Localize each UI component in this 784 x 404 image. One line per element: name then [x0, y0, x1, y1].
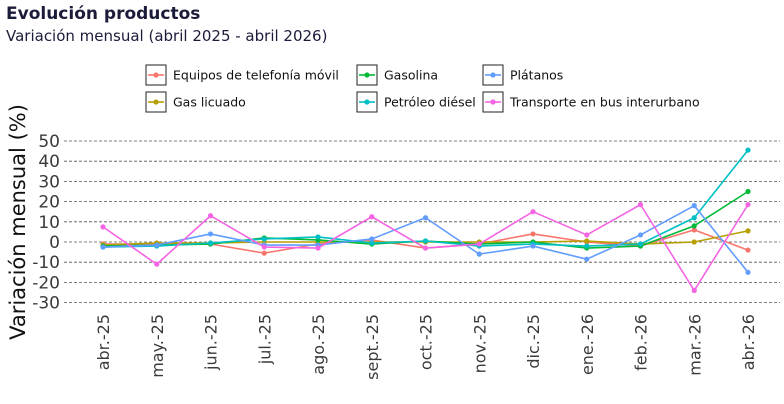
data-point: [154, 242, 160, 248]
data-point: [476, 241, 482, 247]
data-point: [584, 243, 590, 249]
x-tick-label: dic.-25: [524, 314, 543, 369]
legend-label: Transporte en bus interurbano: [509, 95, 700, 110]
x-tick-label: ene.-26: [578, 314, 597, 375]
series-group: [100, 203, 751, 275]
data-point: [207, 231, 214, 237]
legend-item: Plátanos: [482, 64, 563, 86]
data-point: [422, 238, 429, 244]
legend-item: Equipos de telefonía móvil: [145, 64, 339, 86]
data-point: [422, 245, 429, 251]
data-point: [745, 147, 751, 153]
y-tick-label: 0: [49, 233, 60, 253]
grid-lines: [64, 140, 780, 304]
series-lines: [100, 147, 751, 294]
data-point: [422, 215, 429, 221]
x-tick-label: oct.-25: [417, 314, 436, 370]
y-axis-label: Variación mensual (%): [6, 104, 30, 340]
data-point: [100, 244, 106, 250]
data-point: [637, 202, 644, 208]
y-tick-label: 40: [38, 152, 60, 172]
data-point: [207, 213, 214, 219]
data-point: [691, 227, 697, 233]
chart-title: Evolución productos: [6, 4, 200, 24]
data-point: [745, 269, 751, 275]
data-point: [369, 236, 375, 242]
chart-subtitle: Variación mensual (abril 2025 - abril 20…: [6, 27, 327, 45]
x-tick-label: abr.-26: [739, 314, 758, 370]
legend-marker: [364, 99, 370, 105]
legend-marker: [153, 72, 159, 78]
legend-item: Gasolina: [356, 64, 438, 86]
x-tick-label: jul.-25: [255, 314, 274, 365]
y-tick-label: 10: [38, 213, 60, 233]
x-tick-label: feb.-26: [632, 314, 651, 371]
data-point: [691, 239, 697, 245]
x-tick-label: may.-25: [148, 314, 167, 378]
data-point: [745, 202, 751, 208]
legend-marker: [490, 99, 496, 105]
legend-marker: [490, 72, 496, 78]
data-point: [154, 261, 160, 267]
data-point: [530, 231, 536, 237]
legend-label: Equipos de telefonía móvil: [173, 68, 339, 83]
legend-item: Transporte en bus interurbano: [482, 91, 700, 113]
x-axis-ticks: abr.-25 may.-25 jun.-25 jul.-25 ago.-25 sept.…: [94, 314, 758, 380]
data-point: [745, 188, 751, 195]
x-tick-label: ago.-25: [309, 314, 328, 375]
y-tick-label: -20: [32, 273, 60, 293]
legend-item: Gas licuado: [145, 91, 246, 113]
legend-marker: [153, 99, 159, 105]
data-point: [637, 232, 644, 238]
data-point: [315, 234, 321, 240]
series-group: [100, 202, 751, 294]
data-point: [584, 256, 590, 262]
legend-label: Gas licuado: [173, 95, 246, 110]
legend-marker: [364, 72, 370, 78]
data-point: [261, 236, 267, 242]
data-point: [261, 250, 267, 256]
y-tick-label: 50: [38, 132, 60, 152]
data-point: [207, 240, 214, 246]
data-point: [530, 243, 536, 249]
series-group: [100, 147, 751, 250]
legend-item: Petróleo diésel: [356, 91, 476, 113]
data-point: [100, 224, 106, 230]
data-point: [369, 240, 375, 246]
data-point: [691, 215, 697, 221]
y-tick-label: -10: [32, 253, 60, 273]
data-point: [691, 223, 697, 229]
data-point: [584, 238, 590, 244]
data-point: [261, 244, 267, 250]
data-point: [691, 287, 697, 294]
data-point: [745, 228, 751, 234]
data-point: [584, 232, 590, 238]
y-tick-label: -30: [32, 294, 60, 314]
x-tick-label: jun.-25: [202, 314, 221, 371]
legend-label: Petróleo diésel: [384, 95, 476, 110]
data-point: [369, 214, 375, 220]
data-point: [530, 209, 536, 215]
x-tick-label: abr.-25: [94, 314, 113, 370]
data-point: [315, 245, 321, 251]
legend-label: Plátanos: [510, 68, 563, 83]
data-point: [691, 203, 697, 209]
data-point: [745, 247, 751, 253]
legend: Equipos de telefonía móvil Gasolina Plátan…: [145, 64, 700, 113]
x-tick-label: sept.-25: [363, 314, 382, 380]
legend-label: Gasolina: [384, 68, 438, 83]
data-point: [637, 241, 644, 247]
y-tick-label: 20: [38, 193, 60, 213]
y-tick-label: 30: [38, 172, 60, 192]
data-point: [476, 251, 482, 257]
x-tick-label: nov.-25: [470, 314, 489, 373]
x-tick-label: mar.-26: [685, 314, 704, 376]
series-line: [102, 149, 749, 248]
